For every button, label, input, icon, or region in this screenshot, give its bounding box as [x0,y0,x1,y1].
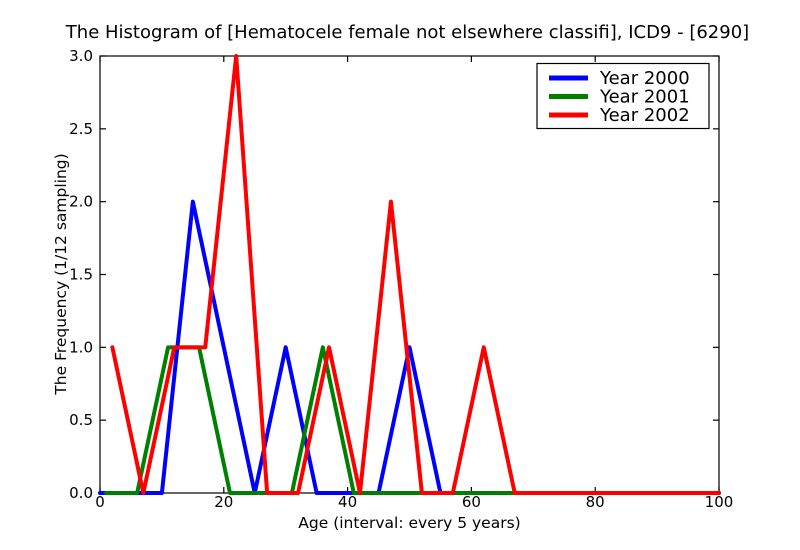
series-line-year-2002 [110,54,721,495]
chart-title: The Histogram of [Hematocele female not … [65,22,749,43]
y-tick-label-2: 1.0 [69,338,93,356]
legend-label-year-2000: Year 2000 [599,68,690,89]
x-tick-label-1: 20 [214,493,233,511]
y-tick-label-3: 1.5 [69,266,93,284]
y-axis-label: The Frequency (1/12 sampling) [52,153,70,395]
x-axis-label: Age (interval: every 5 years) [298,514,520,532]
y-tick-label-0: 0.0 [69,484,93,502]
y-tick-label-6: 3.0 [69,47,93,65]
x-tick-label-2: 40 [338,493,357,511]
x-tick-label-3: 60 [462,493,481,511]
y-tick-label-5: 2.5 [69,120,93,138]
x-tick-label-5: 100 [705,493,734,511]
y-tick-label-1: 0.5 [69,411,93,429]
legend-label-year-2002: Year 2002 [599,105,690,126]
legend-label-year-2001: Year 2001 [599,87,690,108]
x-tick-label-0: 0 [95,493,105,511]
x-tick-label-4: 80 [586,493,605,511]
y-tick-label-4: 2.0 [69,193,93,211]
